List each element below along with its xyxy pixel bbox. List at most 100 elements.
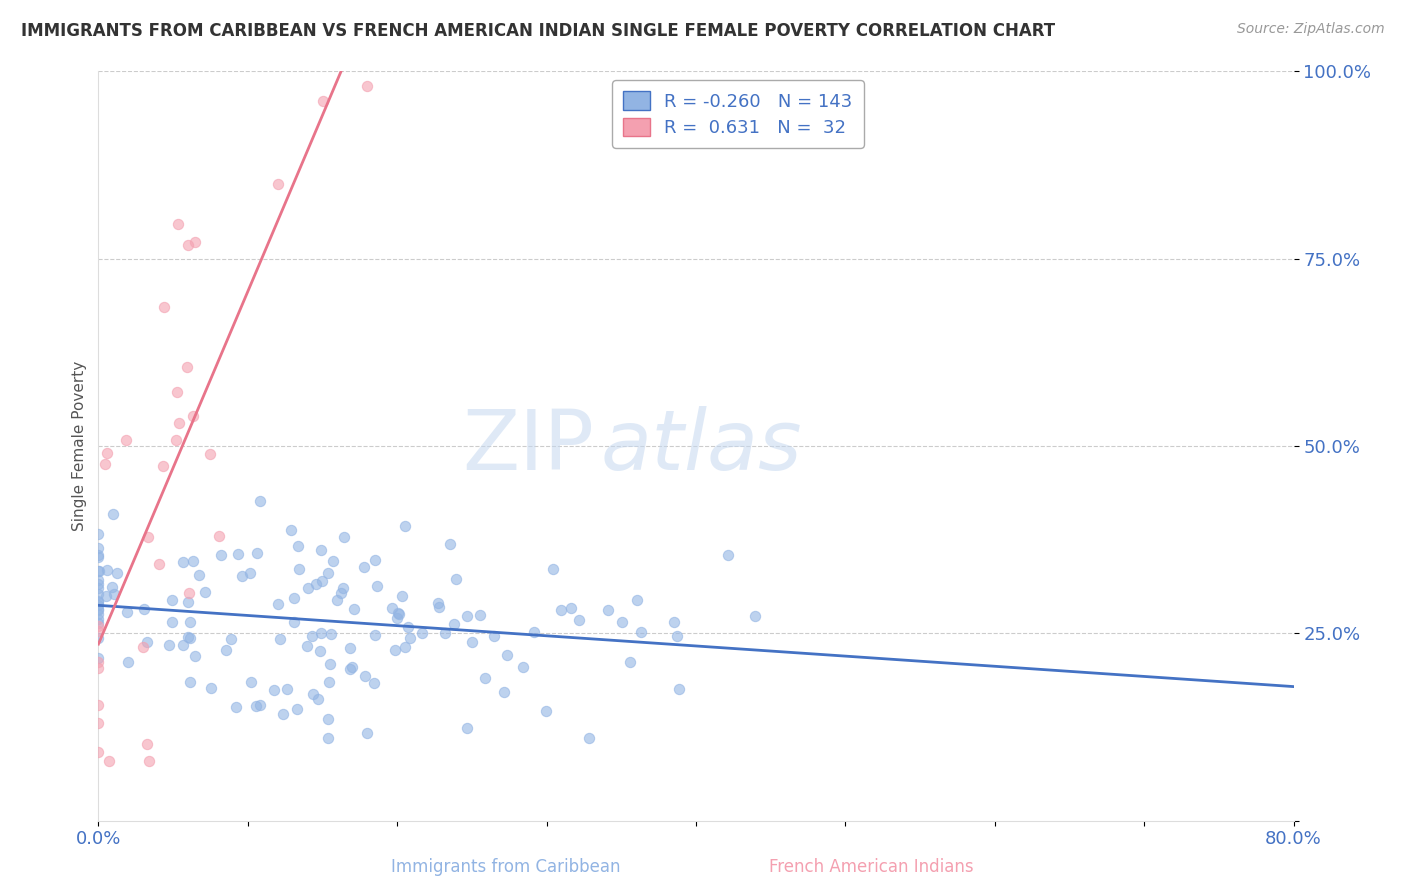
Point (172, 555, 194, 569)
Point (136, 738, 159, 752)
Point (363, 676, 385, 690)
Point (239, 675, 262, 690)
Point (148, 558, 170, 572)
Point (330, 586, 353, 600)
Point (177, 238, 200, 252)
Point (322, 554, 344, 568)
Point (87, 582, 110, 596)
Point (271, 707, 294, 722)
Point (198, 447, 221, 461)
Point (444, 572, 467, 586)
Point (356, 79, 378, 94)
Point (87, 616, 110, 631)
Point (132, 601, 155, 615)
Point (219, 632, 242, 647)
Point (184, 235, 207, 250)
Point (339, 640, 361, 655)
Point (87, 618, 110, 632)
Point (179, 615, 201, 629)
Point (87, 698, 110, 712)
Point (208, 529, 231, 543)
Point (343, 602, 366, 616)
Point (381, 601, 404, 615)
Point (239, 566, 262, 580)
Point (283, 615, 305, 630)
Point (267, 177, 290, 191)
Point (87, 550, 110, 565)
Point (297, 639, 319, 653)
Point (136, 530, 159, 544)
Point (87, 650, 110, 665)
Point (87, 594, 110, 608)
Point (87, 624, 110, 638)
Point (744, 609, 766, 624)
Point (287, 539, 309, 553)
Point (495, 648, 517, 662)
Point (96, 563, 118, 577)
Point (394, 640, 416, 655)
Point (157, 638, 180, 652)
Point (135, 635, 157, 649)
Point (176, 359, 198, 374)
Point (309, 543, 332, 558)
Point (181, 554, 204, 568)
Point (364, 628, 387, 642)
Point (162, 615, 184, 629)
Point (318, 731, 340, 746)
Point (541, 562, 564, 576)
Point (311, 574, 333, 589)
Point (152, 459, 174, 474)
Point (87, 603, 110, 617)
Point (276, 682, 298, 697)
Point (105, 566, 128, 580)
Point (319, 657, 342, 671)
Point (456, 608, 478, 623)
Point (474, 671, 496, 685)
Point (87, 595, 110, 609)
Point (87, 541, 110, 555)
Point (87, 598, 110, 612)
Point (87, 565, 110, 579)
Point (332, 581, 354, 595)
Point (97, 754, 120, 768)
Point (325, 593, 347, 607)
Point (443, 616, 465, 631)
Point (288, 562, 311, 576)
Point (318, 674, 340, 689)
Point (394, 518, 416, 533)
Point (304, 577, 326, 591)
Point (630, 625, 652, 640)
Point (117, 656, 139, 670)
Point (550, 603, 572, 617)
Text: ZIP: ZIP (463, 406, 595, 486)
Point (115, 434, 138, 448)
Point (363, 553, 385, 567)
Point (307, 692, 329, 706)
Point (263, 683, 285, 698)
Point (96, 589, 118, 603)
Point (115, 605, 138, 619)
Point (177, 631, 200, 645)
Point (200, 681, 222, 696)
Point (177, 586, 200, 600)
Text: French American Indians: French American Indians (769, 858, 974, 876)
Point (285, 702, 308, 716)
Point (87, 655, 110, 669)
Point (668, 681, 690, 696)
Point (665, 629, 688, 643)
Point (342, 660, 364, 674)
Point (87, 574, 110, 588)
Point (87, 587, 110, 601)
Point (356, 726, 378, 740)
Point (319, 626, 342, 640)
Point (87, 549, 110, 563)
Point (353, 560, 375, 574)
Point (188, 568, 211, 582)
Point (492, 685, 515, 699)
Point (388, 607, 411, 621)
Text: Source: ZipAtlas.com: Source: ZipAtlas.com (1237, 22, 1385, 37)
Point (619, 655, 641, 669)
Point (399, 632, 422, 646)
Point (536, 704, 558, 718)
Point (662, 615, 685, 630)
